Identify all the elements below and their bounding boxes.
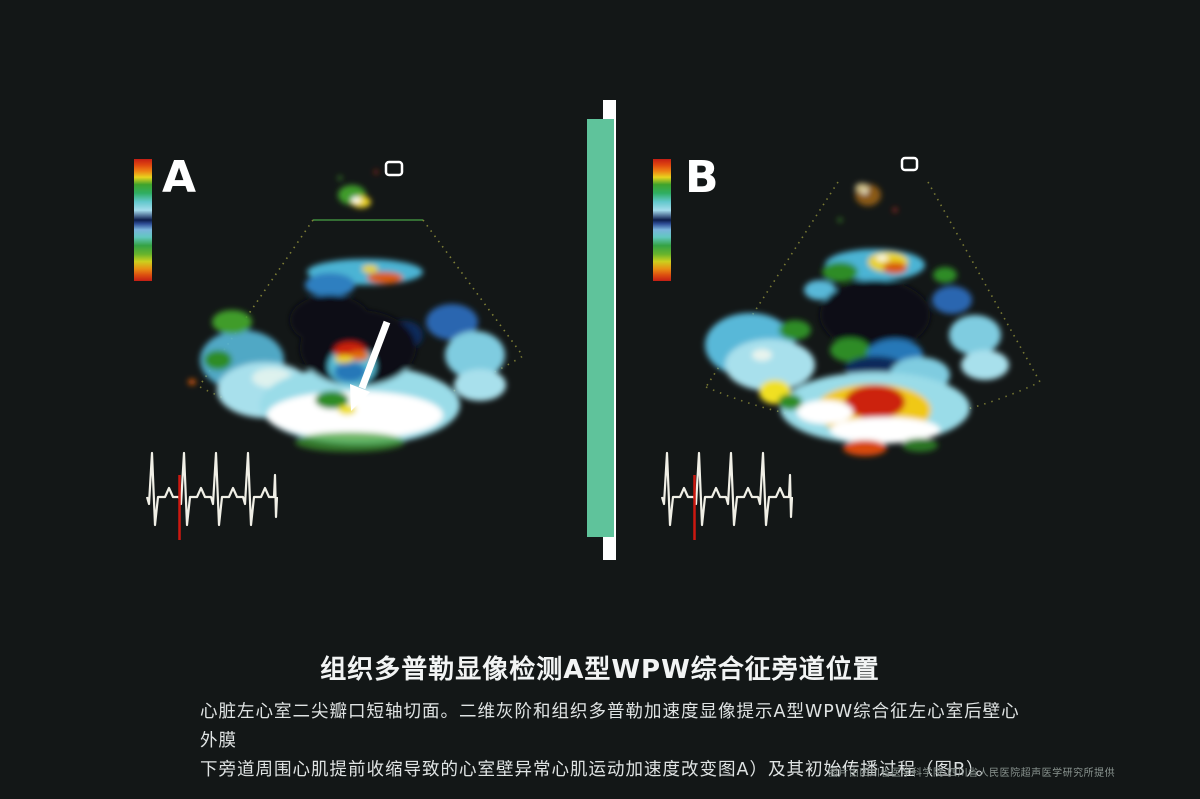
figure-description-line1: 心脏左心室二尖瓣口短轴切面。二维灰阶和组织多普勒加速度显像提示A型WPW综合征左… — [200, 702, 1020, 751]
figure-description: 心脏左心室二尖瓣口短轴切面。二维灰阶和组织多普勒加速度显像提示A型WPW综合征左… — [200, 698, 1030, 785]
ecg-waveform — [660, 451, 793, 527]
figure-description-line2: 下旁道周围心肌提前收缩导致的心室壁异常心肌运动加速度改变图A）及其初始传播过程（… — [200, 760, 995, 780]
near-field-artifact — [338, 170, 378, 208]
doppler-velocity-colorbar-b — [653, 159, 671, 281]
orientation-marker-icon — [900, 156, 919, 172]
ultrasound-image-a — [188, 160, 524, 452]
ecg-trace-a — [145, 451, 278, 540]
near-field-artifact — [838, 183, 897, 222]
ecg-trace-b — [660, 451, 793, 540]
orientation-marker-icon — [384, 160, 404, 177]
figure-title: 组织多普勒显像检测A型WPW综合征旁道位置 — [320, 655, 880, 685]
doppler-color-map — [188, 259, 506, 452]
attribution-credit: 图片由四川省医学科学院·四川省人民医院超声医学研究所提供 — [828, 768, 1116, 779]
panel-a-label: A — [162, 152, 197, 203]
ecg-waveform — [145, 451, 278, 527]
panel-b-label: B — [685, 152, 719, 203]
doppler-velocity-colorbar-a — [134, 159, 152, 281]
accessory-pathway-arrow — [350, 320, 391, 411]
divider-green-bar — [587, 119, 614, 537]
doppler-color-map — [705, 249, 1009, 456]
ultrasound-image-b — [705, 156, 1041, 456]
